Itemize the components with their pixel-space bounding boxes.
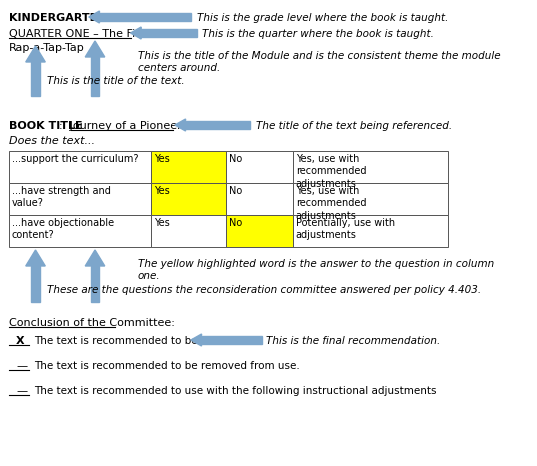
Bar <box>9 151 151 183</box>
Text: Conclusion of the Committee:: Conclusion of the Committee: <box>9 318 175 328</box>
Text: These are the questions the reconsideration committee answered per policy 4.403.: These are the questions the reconsiderat… <box>47 285 481 295</box>
Text: ...support the curriculum?: ...support the curriculum? <box>11 154 138 164</box>
Bar <box>151 183 227 215</box>
Text: No: No <box>229 154 242 164</box>
Text: The title of the text being referenced.: The title of the text being referenced. <box>256 121 452 131</box>
Polygon shape <box>191 334 201 346</box>
Polygon shape <box>85 250 105 266</box>
Text: ...have strength and
value?: ...have strength and value? <box>11 186 111 208</box>
Bar <box>151 183 227 215</box>
Bar <box>227 151 293 183</box>
Text: —: — <box>16 361 27 371</box>
Polygon shape <box>89 11 99 23</box>
Text: :  Journey of a Pioneer: : Journey of a Pioneer <box>60 121 182 131</box>
Polygon shape <box>26 250 45 266</box>
Bar <box>91 266 99 302</box>
Text: The text is recommended to use with the following instructional adjustments: The text is recommended to use with the … <box>34 386 436 396</box>
Text: Does the text...: Does the text... <box>9 136 95 146</box>
Text: This is the grade level where the book is taught.: This is the grade level where the book i… <box>197 13 448 23</box>
Text: The text is recommended to be used.: The text is recommended to be used. <box>34 336 229 346</box>
Bar <box>151 151 227 183</box>
Text: Potentially, use with
adjustments: Potentially, use with adjustments <box>296 218 395 240</box>
Text: The text is recommended to be removed from use.: The text is recommended to be removed fr… <box>34 361 300 371</box>
Text: KINDERGARTEN: KINDERGARTEN <box>9 13 106 23</box>
Bar <box>31 266 40 302</box>
Bar <box>91 57 99 96</box>
Bar <box>186 121 250 129</box>
Text: Yes: Yes <box>154 218 169 228</box>
Bar <box>227 183 293 215</box>
Polygon shape <box>175 119 186 131</box>
Text: X: X <box>16 336 25 346</box>
Polygon shape <box>130 27 141 39</box>
Bar <box>31 62 40 96</box>
Polygon shape <box>26 46 45 62</box>
Text: BOOK TITLE: BOOK TITLE <box>9 121 83 131</box>
Text: ...have objectionable
content?: ...have objectionable content? <box>11 218 114 240</box>
Bar <box>227 215 293 247</box>
Bar <box>9 183 151 215</box>
Text: Yes: Yes <box>154 186 169 196</box>
Bar <box>201 336 262 344</box>
Bar <box>151 215 227 247</box>
Text: Yes: Yes <box>154 154 169 164</box>
Text: This is the quarter where the book is taught.: This is the quarter where the book is ta… <box>202 29 434 39</box>
Bar <box>227 215 293 247</box>
Text: Rap-a-Tap-Tap: Rap-a-Tap-Tap <box>9 43 85 53</box>
Bar <box>293 215 448 247</box>
Text: Yes, use with
recommended
adjustments: Yes, use with recommended adjustments <box>296 186 366 221</box>
Text: This is the final recommendation.: This is the final recommendation. <box>266 336 441 346</box>
Text: The yellow highlighted word is the answer to the question in column
one.: The yellow highlighted word is the answe… <box>137 259 494 281</box>
Bar <box>99 13 191 21</box>
Bar <box>151 151 227 183</box>
Text: This is the title of the text.: This is the title of the text. <box>47 76 185 86</box>
Text: No: No <box>229 218 242 228</box>
Polygon shape <box>85 41 105 57</box>
Text: This is the title of the Module and is the consistent theme the module centers a: This is the title of the Module and is t… <box>137 51 500 73</box>
Text: —: — <box>16 386 27 396</box>
Bar <box>293 151 448 183</box>
Text: QUARTER ONE – The Five Senses: QUARTER ONE – The Five Senses <box>9 29 192 39</box>
Text: No: No <box>229 186 242 196</box>
Text: Yes, use with
recommended
adjustments: Yes, use with recommended adjustments <box>296 154 366 189</box>
Bar <box>141 29 197 37</box>
Bar <box>293 183 448 215</box>
Bar <box>9 215 151 247</box>
